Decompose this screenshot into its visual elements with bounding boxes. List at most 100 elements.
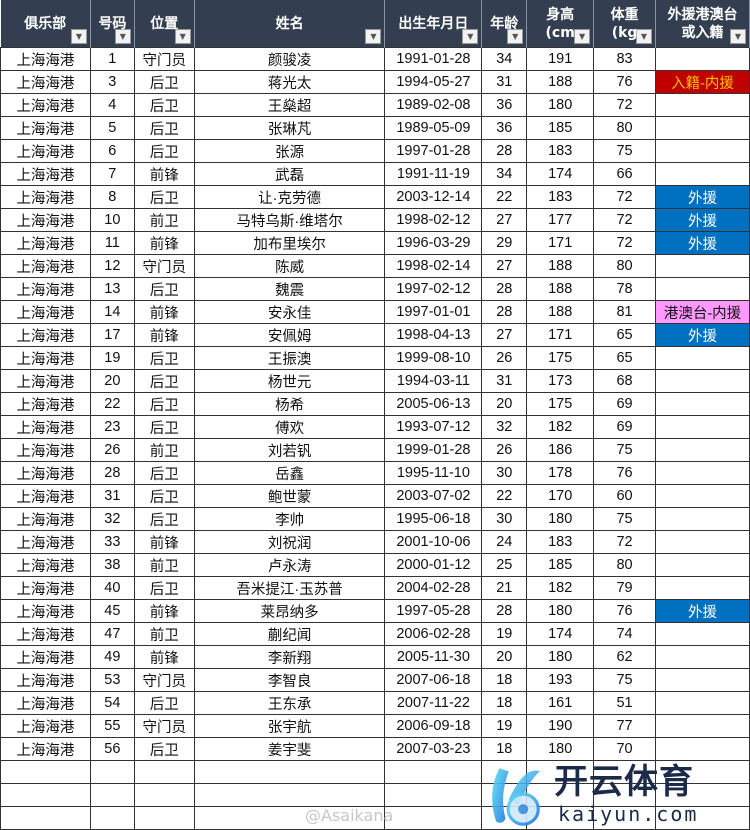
cell-name[interactable]: 颜骏凌 (193, 47, 386, 71)
cell-name[interactable]: 蒯纪闻 (193, 622, 386, 646)
cell-club[interactable]: 上海海港 (0, 622, 91, 646)
filter-dropdown-icon[interactable]: ▼ (174, 29, 191, 44)
cell-name[interactable]: 王燊超 (193, 93, 386, 117)
cell-name[interactable]: 卢永涛 (193, 553, 386, 577)
cell-birthdate[interactable]: 1996-03-29 (384, 231, 483, 255)
cell-number[interactable]: 3 (89, 70, 135, 94)
cell-weight[interactable]: 74 (593, 622, 656, 646)
cell-weight[interactable]: 65 (593, 346, 656, 370)
cell-position[interactable]: 前锋 (133, 300, 195, 324)
cell-number[interactable]: 13 (89, 277, 135, 301)
cell-age[interactable]: 28 (481, 599, 528, 623)
cell-age[interactable]: 25 (481, 553, 528, 577)
cell-name[interactable]: 姜宇斐 (193, 737, 386, 761)
cell-weight[interactable]: 78 (593, 277, 656, 301)
empty-cell[interactable] (133, 806, 195, 830)
cell-number[interactable]: 12 (89, 254, 135, 278)
cell-height[interactable]: 191 (526, 47, 595, 71)
empty-cell[interactable] (593, 806, 656, 830)
cell-age[interactable]: 24 (481, 530, 528, 554)
cell-club[interactable]: 上海海港 (0, 208, 91, 232)
cell-name[interactable]: 傅欢 (193, 415, 386, 439)
cell-height[interactable]: 180 (526, 737, 595, 761)
cell-position[interactable]: 前锋 (133, 645, 195, 669)
cell-birthdate[interactable]: 1989-02-08 (384, 93, 483, 117)
cell-age[interactable]: 21 (481, 576, 528, 600)
cell-weight[interactable]: 72 (593, 208, 656, 232)
empty-cell[interactable] (481, 760, 528, 784)
cell-age[interactable]: 26 (481, 346, 528, 370)
cell-birthdate[interactable]: 1994-03-11 (384, 369, 483, 393)
cell-foreign-status[interactable]: 港澳台-内援 (655, 300, 750, 324)
cell-number[interactable]: 31 (89, 484, 135, 508)
cell-name[interactable]: 鲍世蒙 (193, 484, 386, 508)
cell-club[interactable]: 上海海港 (0, 438, 91, 462)
cell-height[interactable]: 180 (526, 507, 595, 531)
cell-birthdate[interactable]: 1998-02-12 (384, 208, 483, 232)
cell-position[interactable]: 后卫 (133, 369, 195, 393)
cell-height[interactable]: 171 (526, 323, 595, 347)
cell-foreign-status[interactable] (655, 162, 750, 186)
cell-number[interactable]: 54 (89, 691, 135, 715)
cell-name[interactable]: 张琳芃 (193, 116, 386, 140)
cell-club[interactable]: 上海海港 (0, 369, 91, 393)
cell-height[interactable]: 188 (526, 254, 595, 278)
cell-position[interactable]: 后卫 (133, 93, 195, 117)
cell-number[interactable]: 11 (89, 231, 135, 255)
cell-club[interactable]: 上海海港 (0, 714, 91, 738)
cell-club[interactable]: 上海海港 (0, 737, 91, 761)
cell-age[interactable]: 28 (481, 277, 528, 301)
cell-club[interactable]: 上海海港 (0, 346, 91, 370)
cell-position[interactable]: 后卫 (133, 277, 195, 301)
filter-active-icon[interactable]: ▼ (70, 29, 87, 44)
cell-name[interactable]: 吾米提江·玉苏普 (193, 576, 386, 600)
filter-dropdown-icon[interactable]: ▼ (730, 29, 746, 44)
empty-cell[interactable] (0, 783, 91, 807)
cell-age[interactable]: 32 (481, 415, 528, 439)
cell-number[interactable]: 17 (89, 323, 135, 347)
cell-height[interactable]: 188 (526, 70, 595, 94)
cell-weight[interactable]: 77 (593, 714, 656, 738)
cell-club[interactable]: 上海海港 (0, 300, 91, 324)
cell-birthdate[interactable]: 1999-01-28 (384, 438, 483, 462)
cell-age[interactable]: 30 (481, 461, 528, 485)
cell-number[interactable]: 33 (89, 530, 135, 554)
cell-height[interactable]: 175 (526, 346, 595, 370)
cell-club[interactable]: 上海海港 (0, 645, 91, 669)
cell-number[interactable]: 22 (89, 392, 135, 416)
cell-name[interactable]: 杨希 (193, 392, 386, 416)
cell-age[interactable]: 29 (481, 231, 528, 255)
cell-club[interactable]: 上海海港 (0, 116, 91, 140)
cell-birthdate[interactable]: 2007-06-18 (384, 668, 483, 692)
cell-foreign-status[interactable] (655, 438, 750, 462)
cell-weight[interactable]: 80 (593, 116, 656, 140)
cell-height[interactable]: 171 (526, 231, 595, 255)
cell-club[interactable]: 上海海港 (0, 93, 91, 117)
cell-position[interactable]: 守门员 (133, 254, 195, 278)
cell-position[interactable]: 后卫 (133, 507, 195, 531)
cell-position[interactable]: 后卫 (133, 392, 195, 416)
cell-age[interactable]: 36 (481, 93, 528, 117)
cell-birthdate[interactable]: 1997-02-12 (384, 277, 483, 301)
empty-cell[interactable] (89, 806, 135, 830)
cell-position[interactable]: 守门员 (133, 714, 195, 738)
cell-weight[interactable]: 75 (593, 668, 656, 692)
cell-age[interactable]: 27 (481, 208, 528, 232)
cell-number[interactable]: 1 (89, 47, 135, 71)
cell-birthdate[interactable]: 1991-11-19 (384, 162, 483, 186)
empty-cell[interactable] (384, 806, 483, 830)
cell-weight[interactable]: 83 (593, 47, 656, 71)
cell-name[interactable]: 马特乌斯·维塔尔 (193, 208, 386, 232)
cell-number[interactable]: 10 (89, 208, 135, 232)
cell-birthdate[interactable]: 2006-02-28 (384, 622, 483, 646)
cell-foreign-status[interactable] (655, 254, 750, 278)
cell-number[interactable]: 14 (89, 300, 135, 324)
cell-weight[interactable]: 75 (593, 507, 656, 531)
cell-weight[interactable]: 72 (593, 231, 656, 255)
cell-birthdate[interactable]: 2006-09-18 (384, 714, 483, 738)
cell-foreign-status[interactable] (655, 139, 750, 163)
cell-position[interactable]: 守门员 (133, 668, 195, 692)
cell-weight[interactable]: 79 (593, 576, 656, 600)
cell-age[interactable]: 36 (481, 116, 528, 140)
cell-foreign-status[interactable] (655, 691, 750, 715)
